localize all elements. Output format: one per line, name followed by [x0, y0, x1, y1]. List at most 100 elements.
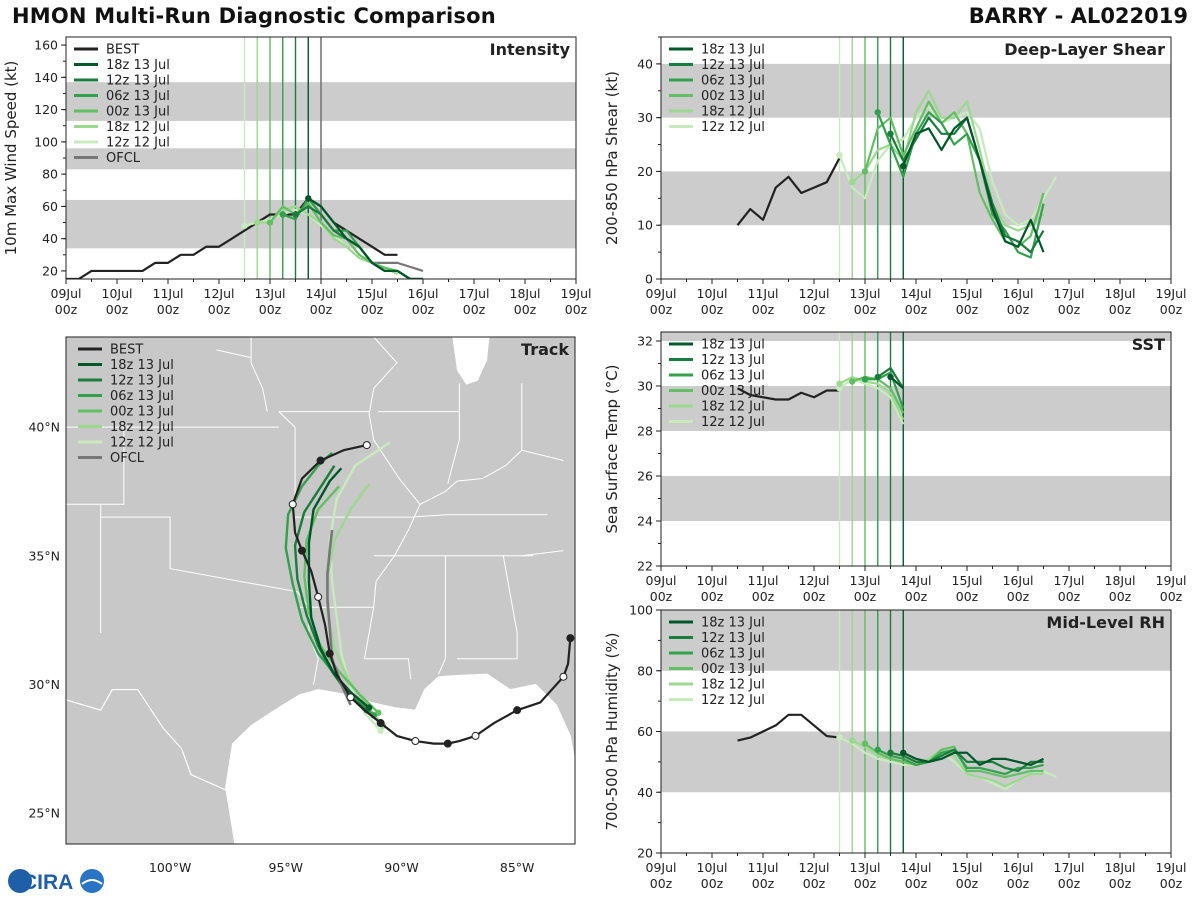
y-tick-label: 20 — [637, 164, 653, 179]
panel-title: Deep-Layer Shear — [1004, 40, 1165, 59]
x-tick-label: 12Jul — [204, 286, 235, 301]
run-start-marker — [861, 376, 869, 383]
legend-label: 12z 12 Jul — [701, 693, 765, 708]
x-tick-label: 00z — [1058, 876, 1081, 891]
y-tick-label: 20 — [637, 846, 653, 861]
x-tick-label: 14Jul — [901, 286, 932, 301]
run-line-2 — [876, 111, 1045, 259]
legend-label: 00z 13 Jul — [701, 89, 765, 104]
run-start-marker — [254, 219, 261, 226]
y-tick-label: 60 — [637, 724, 653, 739]
lon-tick-label: 85°W — [500, 860, 535, 875]
legend-label: 18z 12 Jul — [701, 400, 765, 415]
run-start-marker — [836, 152, 843, 159]
x-tick-label: 13Jul — [850, 860, 881, 875]
legend-label: 18z 13 Jul — [110, 358, 174, 373]
legend-label: 18z 12 Jul — [701, 105, 765, 120]
x-tick-label: 19Jul — [1156, 860, 1187, 875]
x-tick-label: 00z — [854, 876, 877, 891]
legend-label: 06z 13 Jul — [106, 89, 170, 104]
x-tick-label: 00z — [905, 876, 928, 891]
intensity-chart: 2040608010012014016009Jul00z10Jul00z11Ju… — [2, 36, 592, 317]
y-tick-label: 0 — [645, 272, 653, 287]
y-tick-label: 100 — [34, 134, 58, 149]
track-marker — [471, 731, 480, 740]
x-tick-label: 09Jul — [51, 286, 82, 301]
run-start-marker — [874, 109, 881, 116]
run-line-1 — [877, 366, 905, 389]
x-tick-label: 00z — [956, 302, 979, 317]
plot-area — [661, 332, 1171, 566]
x-tick-label: 17Jul — [1054, 286, 1085, 301]
run-start-marker — [266, 219, 274, 226]
x-tick-label: 15Jul — [952, 573, 983, 588]
x-tick-label: 00z — [208, 302, 231, 317]
track-marker — [443, 739, 452, 748]
y-tick-label: 40 — [637, 785, 653, 800]
legend-label: 12z 12 Jul — [701, 120, 765, 135]
lon-tick-label: 90°W — [384, 860, 419, 875]
track-marker — [559, 672, 568, 681]
run-start-marker — [836, 380, 843, 387]
x-tick-label: 00z — [1007, 589, 1030, 604]
x-tick-label: 10Jul — [102, 286, 133, 301]
x-tick-label: 17Jul — [1054, 573, 1085, 588]
x-tick-label: 00z — [956, 589, 979, 604]
y-tick-label: 40 — [42, 231, 58, 246]
x-tick-label: 00z — [701, 302, 724, 317]
country-border — [66, 688, 226, 791]
x-tick-label: 16Jul — [1003, 573, 1034, 588]
run-start-marker — [292, 211, 299, 218]
sst-chart: 22242628303209Jul00z10Jul00z11Jul00z12Ju… — [603, 331, 1187, 604]
x-tick-label: 00z — [752, 589, 775, 604]
x-tick-label: 00z — [650, 589, 673, 604]
panel-title: SST — [1132, 335, 1165, 354]
x-tick-label: 00z — [514, 302, 537, 317]
x-tick-label: 00z — [1007, 302, 1030, 317]
run-line-0 — [307, 197, 423, 279]
panel-title: Track — [521, 340, 569, 359]
x-tick-label: 00z — [650, 302, 673, 317]
run-start-marker — [836, 734, 843, 741]
x-tick-label: 13Jul — [255, 286, 286, 301]
run-line-1 — [890, 748, 1044, 773]
shaded-band — [661, 63, 1171, 118]
x-tick-label: 12Jul — [799, 573, 830, 588]
lake — [452, 337, 490, 385]
panel-title: Mid-Level RH — [1046, 613, 1165, 632]
x-tick-label: 00z — [412, 302, 435, 317]
x-tick-label: 09Jul — [646, 573, 677, 588]
run-line-2 — [877, 748, 1044, 776]
x-tick-label: 00z — [1160, 589, 1183, 604]
panel-title: Intensity — [490, 40, 571, 59]
state-border — [438, 555, 446, 675]
shaded-band — [661, 332, 1171, 341]
legend-label: 12z 13 Jul — [701, 631, 765, 646]
y-tick-label: 100 — [629, 603, 653, 618]
y-tick-label: 28 — [637, 424, 653, 439]
run-start-marker — [900, 162, 907, 170]
x-tick-label: 18Jul — [1105, 573, 1136, 588]
x-tick-label: 00z — [1058, 302, 1081, 317]
x-tick-label: 10Jul — [697, 860, 728, 875]
run-start-marker — [861, 168, 869, 175]
x-tick-label: 10Jul — [697, 573, 728, 588]
legend-label: 18z 13 Jul — [106, 58, 170, 73]
x-tick-label: 10Jul — [697, 286, 728, 301]
x-tick-label: 00z — [701, 876, 724, 891]
track-marker — [297, 546, 306, 555]
rh-chart: 2040608010009Jul00z10Jul00z11Jul00z12Jul… — [603, 603, 1187, 892]
x-tick-label: 00z — [803, 302, 826, 317]
best-line — [66, 197, 398, 279]
legend-label: BEST — [106, 43, 139, 58]
track-marker — [362, 441, 371, 450]
x-tick-label: 15Jul — [952, 286, 983, 301]
cira-logo-text: CIRA — [22, 871, 73, 894]
legend-label: 06z 13 Jul — [701, 369, 765, 384]
x-tick-label: 12Jul — [799, 286, 830, 301]
lon-tick-label: 95°W — [269, 860, 304, 875]
x-tick-label: 00z — [463, 302, 486, 317]
run-start-marker — [887, 130, 894, 137]
legend-label: 18z 12 Jul — [110, 420, 174, 435]
plot-area — [661, 610, 1171, 853]
